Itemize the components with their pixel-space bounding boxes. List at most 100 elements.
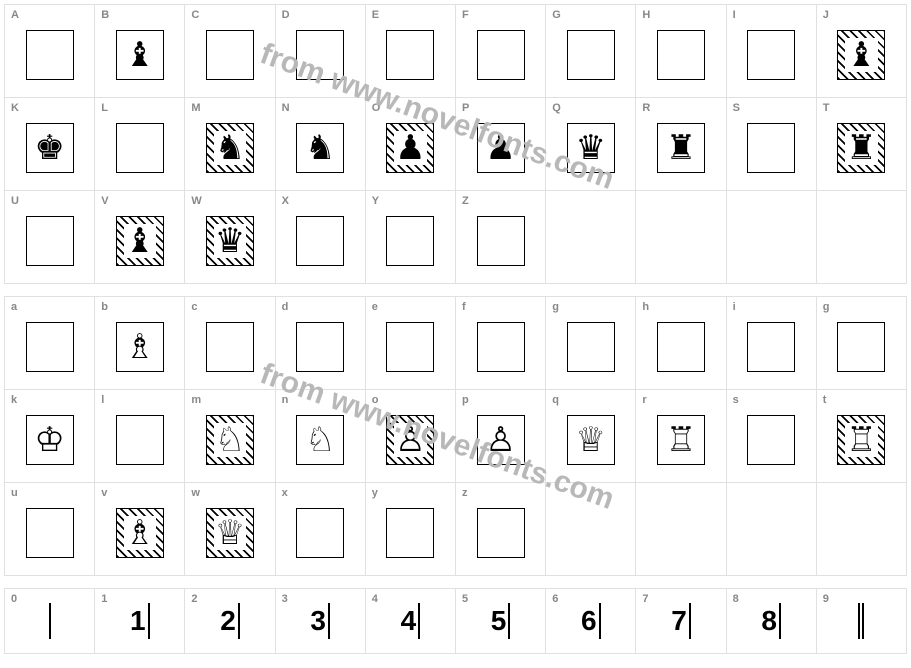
- number-cell: 55: [456, 589, 545, 653]
- glyph-cell: z: [456, 483, 545, 575]
- glyph-box: ♖: [837, 415, 885, 465]
- glyph-cell: y: [366, 483, 455, 575]
- glyph-box: ♜: [657, 123, 705, 173]
- glyph: ♖: [845, 423, 877, 457]
- number-cell: 0: [5, 589, 94, 653]
- number-glyph: 6: [581, 603, 601, 639]
- number-cell: 11: [95, 589, 184, 653]
- glyph-box: [26, 508, 74, 558]
- glyph-box: [837, 322, 885, 372]
- cell-label: K: [11, 102, 19, 114]
- uppercase-grid: AB♝CDEFGHIJ♝K♚LM♞N♞O♟P♟Q♛R♜ST♜UV♝W♛XYZ: [4, 4, 907, 284]
- glyph: ♗: [124, 516, 156, 550]
- cell-label: 4: [372, 593, 378, 605]
- glyph-box: ♘: [296, 415, 344, 465]
- glyph-cell: I: [727, 5, 816, 97]
- glyph-box: [296, 216, 344, 266]
- glyph-cell: D: [276, 5, 365, 97]
- glyph-box: [206, 322, 254, 372]
- glyph-box: [477, 216, 525, 266]
- cell-label: S: [733, 102, 740, 114]
- glyph-box: [657, 30, 705, 80]
- cell-label: z: [462, 487, 468, 499]
- glyph-cell: U: [5, 191, 94, 283]
- glyph-box: [116, 415, 164, 465]
- cell-label: O: [372, 102, 381, 114]
- number-cell: 88: [727, 589, 816, 653]
- glyph: ♜: [666, 131, 696, 165]
- number-glyph: [49, 603, 51, 639]
- glyph-box: ♞: [296, 123, 344, 173]
- cell-label: u: [11, 487, 18, 499]
- cell-label: Z: [462, 195, 469, 207]
- number-glyph: 7: [671, 603, 691, 639]
- cell-label: L: [101, 102, 108, 114]
- glyph-cell: X: [276, 191, 365, 283]
- glyph-cell: Y: [366, 191, 455, 283]
- number-grid: 011223344556677889: [4, 588, 907, 654]
- glyph-cell: a: [5, 297, 94, 389]
- glyph: ♞: [214, 131, 246, 165]
- glyph-box: ♚: [26, 123, 74, 173]
- glyph-cell: F: [456, 5, 545, 97]
- glyph-box: [747, 415, 795, 465]
- number-cell: 9: [817, 589, 906, 653]
- glyph-box: ♝: [116, 30, 164, 80]
- cell-label: l: [101, 394, 104, 406]
- cell-label: d: [282, 301, 289, 313]
- glyph: ♟: [485, 131, 515, 165]
- glyph-box: [26, 30, 74, 80]
- glyph-box: [567, 322, 615, 372]
- lowercase-grid: ab♗cdefghigk♔lm♘n♘o♙p♙q♕r♖st♖uv♗w♕xyz: [4, 296, 907, 576]
- number-cell: 33: [276, 589, 365, 653]
- glyph-box: [657, 322, 705, 372]
- number-glyph: 8: [761, 603, 781, 639]
- glyph-cell: p♙: [456, 390, 545, 482]
- cell-label: b: [101, 301, 108, 313]
- cell-label: E: [372, 9, 379, 21]
- number-glyph: 3: [310, 603, 330, 639]
- glyph-cell: d: [276, 297, 365, 389]
- glyph-cell: V♝: [95, 191, 184, 283]
- cell-label: C: [191, 9, 199, 21]
- cell-label: 7: [642, 593, 648, 605]
- glyph-cell: G: [546, 5, 635, 97]
- cell-label: t: [823, 394, 827, 406]
- cell-label: M: [191, 102, 200, 114]
- glyph: ♛: [576, 131, 606, 165]
- glyph-cell: Q♛: [546, 98, 635, 190]
- glyph: ♔: [34, 423, 64, 457]
- glyph-cell: g: [817, 297, 906, 389]
- cell-label: g: [552, 301, 559, 313]
- glyph-cell: Z: [456, 191, 545, 283]
- cell-label: h: [642, 301, 649, 313]
- glyph-cell: c: [185, 297, 274, 389]
- glyph-box: ♝: [837, 30, 885, 80]
- glyph-box: ♞: [206, 123, 254, 173]
- number-glyph: 2: [220, 603, 240, 639]
- number-glyph: 4: [401, 603, 421, 639]
- number-glyph: 5: [491, 603, 511, 639]
- glyph-box: [567, 30, 615, 80]
- cell-label: m: [191, 394, 201, 406]
- cell-label: 8: [733, 593, 739, 605]
- glyph: ♟: [394, 131, 426, 165]
- cell-label: 5: [462, 593, 468, 605]
- cell-label: N: [282, 102, 290, 114]
- glyph: ♙: [394, 423, 426, 457]
- glyph-cell: v♗: [95, 483, 184, 575]
- glyph-cell: J♝: [817, 5, 906, 97]
- glyph-cell: w♕: [185, 483, 274, 575]
- cell-label: 6: [552, 593, 558, 605]
- cell-label: P: [462, 102, 469, 114]
- glyph-cell: K♚: [5, 98, 94, 190]
- cell-label: 9: [823, 593, 829, 605]
- glyph-box: [477, 30, 525, 80]
- glyph-cell: B♝: [95, 5, 184, 97]
- glyph-cell: k♔: [5, 390, 94, 482]
- number-glyph: [858, 603, 864, 639]
- glyph-cell: e: [366, 297, 455, 389]
- glyph: ♙: [485, 423, 515, 457]
- glyph: ♗: [125, 330, 155, 364]
- cell-label: x: [282, 487, 288, 499]
